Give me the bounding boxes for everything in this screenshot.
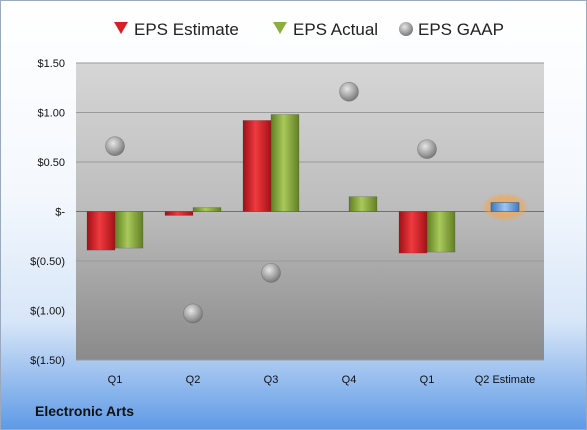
x-tick-label: Q3 xyxy=(264,374,279,386)
bar-eps-estimate xyxy=(164,211,194,216)
x-tick-label: Q1 xyxy=(108,374,123,386)
gaap-markers xyxy=(105,81,437,324)
legend-swatch-estimate xyxy=(114,22,128,34)
x-axis-ticks: Q1 Q2 Q3 Q4 Q1 Q2 Estimate xyxy=(108,374,536,386)
y-tick-label: $(1.50) xyxy=(30,355,65,367)
gridlines xyxy=(76,62,544,361)
legend-label-actual: EPS Actual xyxy=(293,20,378,39)
y-tick-label: $1.50 xyxy=(37,58,65,70)
y-tick-label: $0.50 xyxy=(37,157,65,169)
bar-eps-estimate xyxy=(242,120,272,212)
company-label: Electronic Arts xyxy=(35,403,135,419)
marker-eps-gaap xyxy=(105,136,125,156)
legend-swatch-gaap xyxy=(399,22,413,36)
x-tick-label: Q4 xyxy=(342,374,357,386)
legend: EPS Estimate EPS Actual EPS GAAP xyxy=(114,20,504,39)
legend-swatch-actual xyxy=(273,22,287,34)
legend-item-gaap: EPS GAAP xyxy=(399,20,504,39)
bar-eps-actual xyxy=(192,207,222,212)
legend-label-gaap: EPS GAAP xyxy=(418,20,504,39)
bar-eps-actual xyxy=(426,211,456,253)
marker-eps-gaap xyxy=(261,263,281,283)
marker-eps-gaap xyxy=(417,139,437,159)
bar-eps-estimate xyxy=(398,211,428,254)
bar-eps-estimate xyxy=(86,211,116,251)
bar-eps-actual xyxy=(348,196,378,212)
legend-label-estimate: EPS Estimate xyxy=(134,20,239,39)
marker-eps-gaap xyxy=(339,81,359,102)
y-axis-ticks: $1.50 $1.00 $0.50 $- $(0.50) $(1.00) $(1.50) xyxy=(30,58,65,367)
x-tick-label: Q2 xyxy=(186,374,201,386)
marker-eps-gaap xyxy=(183,303,203,324)
x-tick-label: Q1 xyxy=(420,374,435,386)
bars xyxy=(86,114,529,254)
y-tick-label: $1.00 xyxy=(37,108,65,120)
legend-item-actual: EPS Actual xyxy=(273,20,378,39)
y-tick-label: $(1.00) xyxy=(30,306,65,318)
bar-eps-actual xyxy=(114,211,144,249)
x-tick-label: Q2 Estimate xyxy=(475,374,536,386)
bar-eps-actual xyxy=(270,114,300,212)
legend-item-estimate: EPS Estimate xyxy=(114,20,239,39)
y-tick-label: $- xyxy=(55,207,65,219)
bar-next-quarter-estimate xyxy=(490,202,520,212)
y-tick-label: $(0.50) xyxy=(30,256,65,268)
